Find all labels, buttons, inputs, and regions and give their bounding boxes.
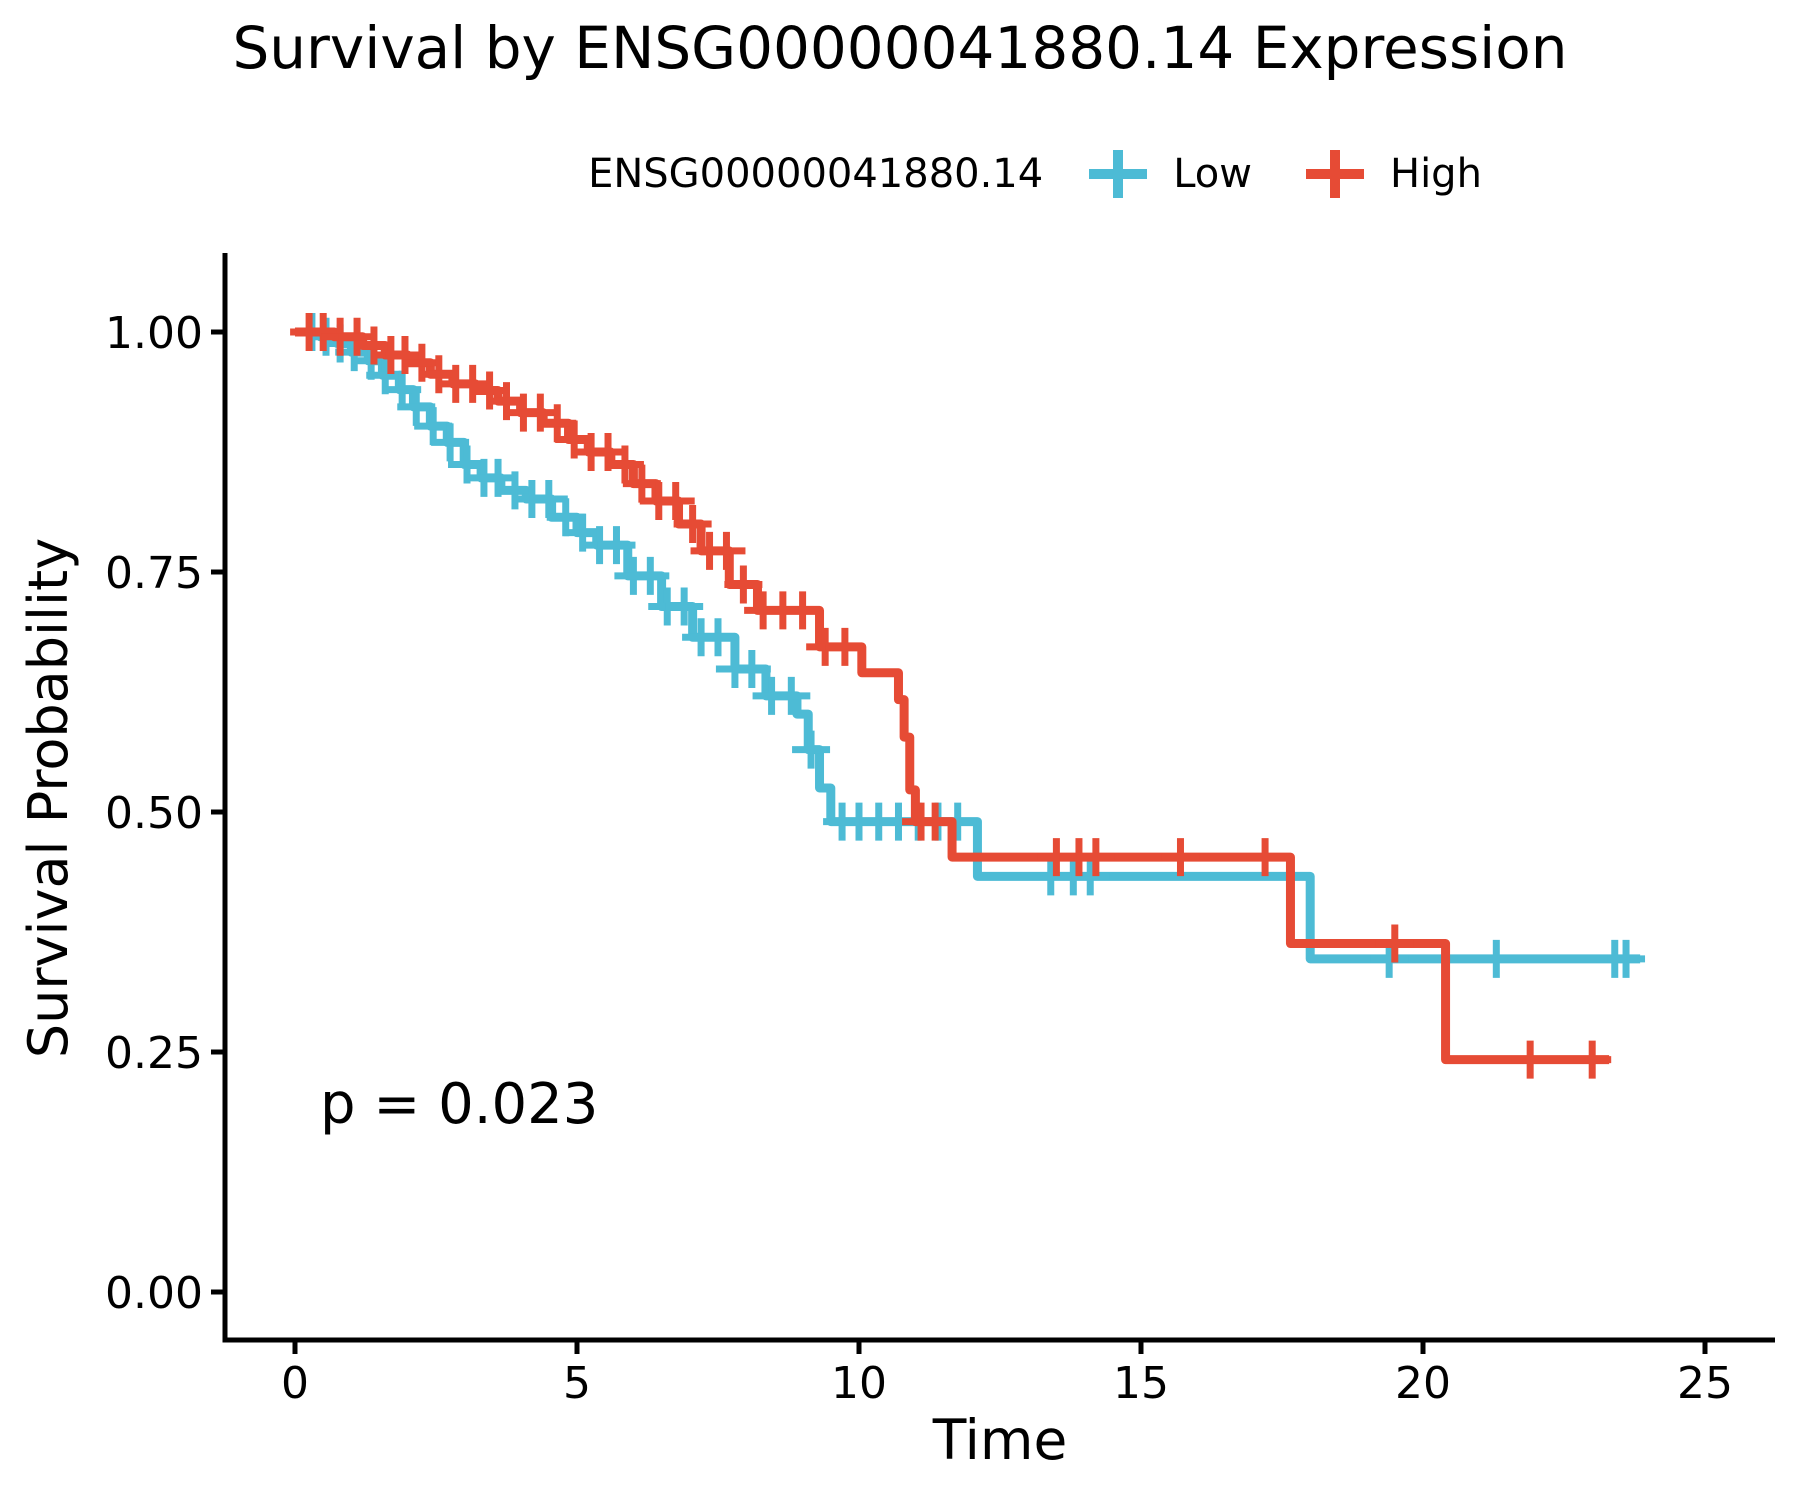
- legend-item-high: High: [1305, 146, 1482, 202]
- legend-label-high: High: [1389, 151, 1482, 197]
- x-axis-title: Time: [932, 1408, 1068, 1472]
- y-tick-label: 1.00: [105, 308, 203, 359]
- censor-plus-icon: [1305, 146, 1364, 202]
- y-tick-label: 0.25: [105, 1028, 203, 1079]
- x-tick-label: 25: [1677, 1358, 1733, 1409]
- legend-label-low: Low: [1173, 151, 1252, 197]
- y-axis-title: Survival Probability: [17, 537, 80, 1059]
- y-tick-label: 0.50: [105, 788, 203, 839]
- x-tick-label: 15: [1113, 1358, 1169, 1409]
- censor-plus-icon: [1089, 146, 1148, 202]
- legend: ENSG00000041880.14 Low High: [0, 146, 1800, 202]
- x-tick-label: 10: [831, 1358, 887, 1409]
- survival-curve-high: [295, 327, 1610, 1065]
- legend-item-low: Low: [1089, 146, 1252, 202]
- x-tick-label: 0: [281, 1358, 309, 1409]
- p-value-annotation: p = 0.023: [320, 1072, 599, 1137]
- x-tick-label: 20: [1395, 1358, 1451, 1409]
- chart-title: Survival by ENSG00000041880.14 Expressio…: [232, 14, 1568, 82]
- survival-curve-low: [295, 327, 1641, 964]
- x-tick-label: 5: [563, 1358, 591, 1409]
- y-tick-label: 0.00: [105, 1268, 203, 1319]
- y-tick-label: 0.75: [105, 548, 203, 599]
- legend-title: ENSG00000041880.14: [588, 151, 1044, 197]
